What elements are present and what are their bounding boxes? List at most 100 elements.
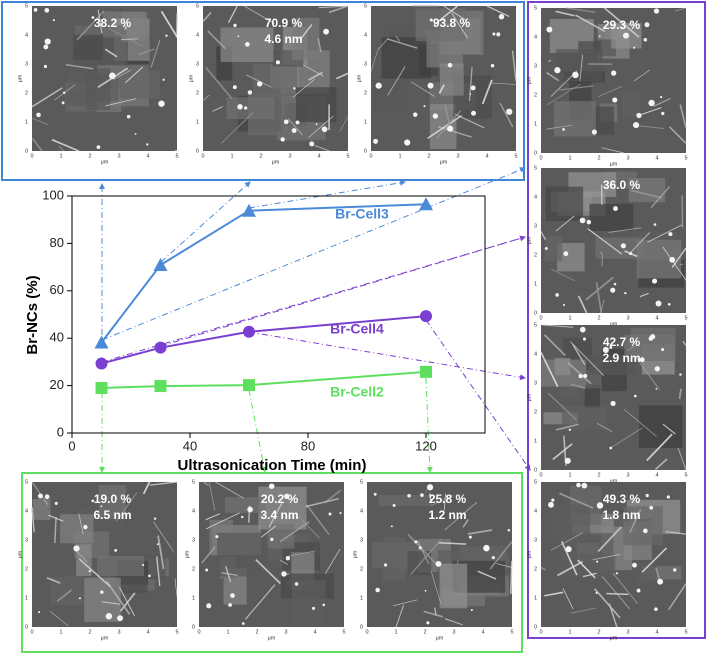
afm-texture [317, 37, 322, 53]
afm-texture [418, 546, 422, 550]
afm-texture [227, 5, 238, 24]
afm-panel: 00 1 1 2 2 3 3 4 4 5 5 μm μm 19.0 % 6.5 nm [17, 479, 178, 641]
afm-texture [175, 12, 178, 38]
afm-texture [562, 588, 574, 610]
afm-texture [601, 147, 625, 154]
image-x-unit: μm [610, 478, 618, 484]
afm-texture [491, 556, 495, 560]
image-label: 29.3 % [603, 18, 641, 32]
image-x-tick-label: 3 [626, 629, 629, 635]
afm-texture [245, 42, 250, 47]
image-y-tick-label: 0 [534, 624, 537, 630]
afm-texture [611, 70, 617, 76]
afm-texture [639, 357, 645, 363]
afm-texture [119, 70, 160, 99]
afm-texture [124, 66, 144, 84]
image-x-tick-label: 2 [597, 472, 600, 478]
afm-texture [596, 422, 613, 433]
afm-texture [624, 291, 627, 295]
image-y-tick-label: 0 [360, 624, 363, 630]
afm-texture [339, 116, 349, 133]
afm-texture [602, 576, 630, 610]
image-x-tick-label: 1 [568, 472, 571, 478]
afm-texture [375, 587, 380, 593]
image-x-unit: μm [440, 159, 448, 165]
afm-texture [146, 143, 149, 146]
afm-texture [628, 232, 651, 255]
image-y-unit: μm [526, 236, 532, 244]
afm-texture [559, 85, 594, 91]
afm-texture [383, 563, 388, 567]
afm-texture [629, 509, 642, 533]
afm-texture [83, 524, 88, 530]
afm-texture [174, 149, 178, 152]
afm-texture [205, 568, 209, 572]
afm-texture [510, 560, 513, 594]
afm-texture [138, 48, 155, 56]
afm-texture [378, 37, 389, 50]
image-y-tick-label: 1 [534, 121, 537, 127]
image-x-tick-label: 5 [514, 153, 517, 159]
afm-texture [563, 251, 569, 257]
afm-texture [546, 71, 560, 82]
afm-texture [336, 72, 349, 80]
afm-panel: 00 1 1 2 2 3 3 4 4 5 5 μm μm 25.8 % 1.2 nm [352, 479, 513, 641]
afm-texture [386, 38, 418, 49]
afm-texture [286, 550, 316, 557]
image-y-tick-label: 0 [196, 148, 199, 154]
afm-texture [481, 79, 493, 105]
afm-texture [511, 50, 517, 82]
afm-texture [597, 526, 622, 552]
afm-texture [565, 546, 572, 553]
series-line [101, 315, 427, 365]
afm-panel: 00 1 1 2 2 3 3 4 4 5 5 μm μm 29.3 % [526, 5, 687, 167]
afm-panel: 00 1 1 2 2 3 3 4 4 5 5 μm μm 36.0 % [526, 165, 687, 327]
afm-texture [639, 405, 683, 448]
image-x-tick-label: 5 [175, 629, 178, 635]
afm-texture [572, 343, 586, 365]
image-x-tick-label: 1 [226, 629, 229, 635]
afm-texture [610, 427, 643, 449]
afm-texture [245, 74, 272, 88]
image-x-tick-label: 3 [117, 153, 120, 159]
afm-texture [540, 352, 559, 388]
afm-texture [283, 119, 289, 125]
afm-texture [570, 607, 596, 614]
image-y-tick-label: 4 [25, 32, 28, 38]
afm-texture [158, 100, 165, 107]
afm-texture [244, 106, 248, 110]
afm-texture [613, 282, 617, 286]
afm-texture [662, 423, 676, 435]
afm-texture [469, 93, 471, 95]
afm-texture [595, 282, 603, 314]
afm-texture [32, 498, 51, 520]
afm-texture [644, 22, 650, 28]
afm-texture [550, 268, 576, 282]
afm-texture [675, 7, 687, 12]
afm-texture [208, 481, 216, 511]
afm-texture [247, 506, 253, 513]
afm-texture [283, 493, 290, 500]
afm-texture [444, 104, 451, 125]
x-tick-label: 120 [415, 438, 437, 453]
afm-texture [552, 443, 573, 461]
image-x-unit: μm [610, 635, 618, 641]
afm-texture [637, 107, 662, 117]
image-y-tick-label: 4 [534, 34, 537, 40]
afm-texture [230, 593, 235, 598]
afm-texture [584, 384, 600, 409]
image-x-tick-label: 3 [626, 472, 629, 478]
afm-texture [255, 559, 281, 585]
afm-texture [314, 145, 330, 152]
afm-texture [427, 82, 434, 89]
point [419, 197, 433, 211]
afm-texture [114, 548, 118, 552]
afm-texture [270, 537, 274, 542]
afm-texture [443, 493, 446, 511]
image-x-tick-label: 0 [539, 472, 542, 478]
afm-texture [305, 504, 330, 536]
afm-texture [612, 97, 618, 103]
afm-texture [104, 48, 118, 58]
afm-texture [678, 388, 682, 400]
afm-texture [78, 558, 111, 588]
